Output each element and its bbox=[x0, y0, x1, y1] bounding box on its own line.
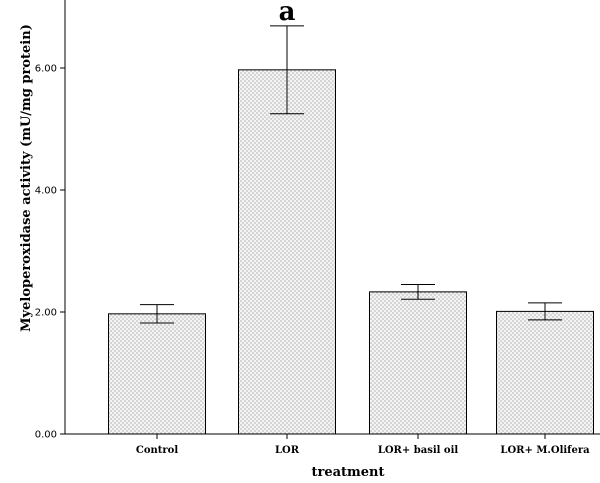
bar-lor bbox=[238, 69, 336, 435]
x-category-label: LOR bbox=[275, 445, 300, 456]
x-category-label: LOR+ basil oil bbox=[378, 445, 459, 456]
x-axis-title: treatment bbox=[311, 465, 384, 480]
y-axis-title: Myeloperoxidase activity (mU/mg protein) bbox=[19, 24, 34, 332]
y-tick-label: 6.00 bbox=[35, 64, 57, 75]
x-category-label: Control bbox=[136, 445, 178, 456]
x-category-label: LOR+ M.Olifera bbox=[500, 445, 590, 456]
y-tick-label: 2.00 bbox=[35, 308, 57, 319]
y-tick-label: 4.00 bbox=[35, 186, 57, 197]
plot-area: 0.00 2.00 4.00 6.00 Control LOR LOR+ basil oil… bbox=[35, 0, 600, 456]
bar-lor-basil-oil bbox=[369, 291, 467, 435]
y-tick-label: 0.00 bbox=[35, 430, 57, 441]
bar-control bbox=[108, 313, 206, 435]
bar-lor-m-olifera bbox=[496, 310, 594, 435]
significance-annotation: a bbox=[279, 0, 296, 27]
